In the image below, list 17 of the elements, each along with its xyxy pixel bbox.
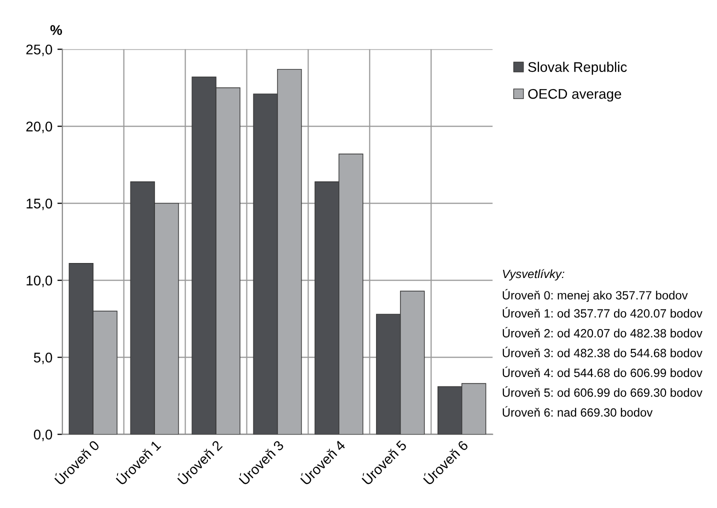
text: Úroveň 1: od 357.77 do 420.07 bodov <box>502 307 702 318</box>
y-axis-title: % <box>50 25 62 35</box>
text: Úroveň 5: od 606.99 do 669.30 bodov <box>502 386 702 397</box>
y-tick-label: 25,0 <box>26 44 52 56</box>
y-tick-label: 15,0 <box>26 198 52 210</box>
text: Úroveň 2: od 420.07 do 482.38 bodov <box>502 326 702 338</box>
text: Úroveň 4: od 544.68 do 606.99 bodov <box>502 366 702 378</box>
y-tick-label: 5,0 <box>34 352 52 364</box>
y-tick-label: 10,0 <box>26 276 52 288</box>
legend-label: OECD average <box>528 88 622 102</box>
text: Vysvetlívky: <box>502 269 564 281</box>
text: Úroveň 3: od 482.38 do 544.68 bodov <box>502 346 702 358</box>
text: Úroveň 0: menej ako 357.77 bodov <box>502 289 688 302</box>
y-tick-label: 20,0 <box>26 122 52 134</box>
text: Úroveň 6: nad 669.30 bodov <box>502 406 653 417</box>
legend-label: Slovak Republic <box>528 62 627 75</box>
y-tick-label: 0,0 <box>34 430 52 442</box>
